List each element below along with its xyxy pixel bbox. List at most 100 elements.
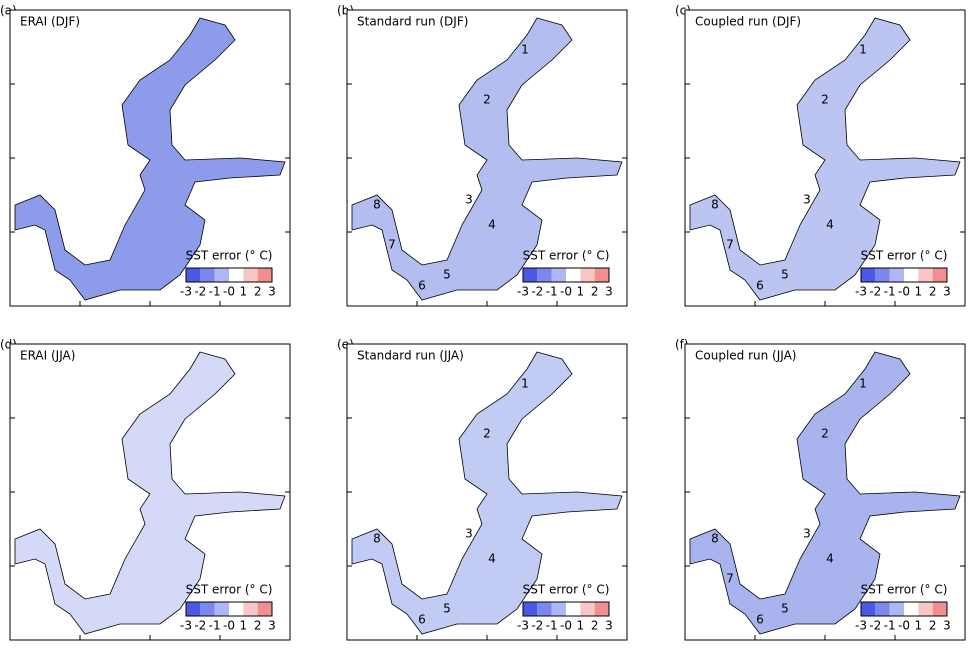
region-label: 6 — [756, 279, 764, 293]
colorbar-tick-label: 1 — [915, 285, 923, 299]
region-label: 6 — [418, 613, 426, 627]
colorbar-segment — [861, 602, 876, 616]
colorbar-tick-label: 3 — [943, 619, 951, 633]
colorbar-tick-label: 3 — [605, 285, 613, 299]
region-label: 3 — [465, 527, 473, 541]
colorbar-frame — [185, 601, 273, 617]
region-label: 3 — [803, 527, 811, 541]
colorbar-tick-label: -0 — [898, 285, 910, 299]
region-label: 2 — [483, 93, 491, 107]
colorbar-segment — [243, 602, 258, 616]
colorbar-segment — [904, 268, 919, 282]
colorbar-segment — [257, 268, 272, 282]
colorbar-frame — [860, 267, 948, 283]
colorbar-segment — [594, 268, 609, 282]
colorbar-tick-label: -3 — [180, 285, 192, 299]
region-label: 6 — [418, 279, 426, 293]
region-label: 5 — [443, 602, 451, 616]
colorbar-tick-label: -2 — [194, 285, 206, 299]
colorbar-tick-label: -0 — [223, 285, 235, 299]
region-label: 3 — [803, 193, 811, 207]
colorbar-tick-label: -1 — [546, 619, 558, 633]
colorbar-segment — [566, 602, 581, 616]
colorbar-segment — [257, 602, 272, 616]
colorbar-tick-label: 2 — [254, 285, 262, 299]
colorbar-segment — [523, 268, 538, 282]
region-label: 5 — [781, 602, 789, 616]
colorbar-segment — [523, 602, 538, 616]
colorbar-segment — [580, 268, 595, 282]
region-label: 3 — [465, 193, 473, 207]
region-label: 1 — [859, 377, 867, 391]
colorbar-tick-label: 3 — [268, 285, 276, 299]
colorbar-tick-label: 2 — [591, 285, 599, 299]
colorbar-segment — [186, 268, 201, 282]
panel: ERAI (JJA) SST error (° C) -3 -2 -1 -0 1 2 3 — [9, 343, 291, 641]
panel-title: Standard run (DJF) — [357, 15, 468, 29]
colorbar-tick-label: -2 — [531, 285, 543, 299]
region-label: 2 — [821, 93, 829, 107]
colorbar-frame — [185, 267, 273, 283]
colorbar-segment — [904, 602, 919, 616]
region-label: 1 — [859, 43, 867, 57]
colorbar-tick-label: -3 — [517, 619, 529, 633]
colorbar-segment — [229, 602, 244, 616]
region-label: 5 — [781, 268, 789, 282]
colorbar-tick-label: -0 — [223, 619, 235, 633]
colorbar-label: SST error (° C) — [861, 583, 948, 597]
panel: ERAI (DJF) SST error (° C) -3 -2 -1 -0 1 2 3 — [9, 9, 291, 307]
region-label: 7 — [388, 238, 396, 252]
colorbar-segment — [875, 602, 890, 616]
colorbar-tick-label: -3 — [855, 619, 867, 633]
colorbar-tick-label: -3 — [517, 285, 529, 299]
region-label: 4 — [488, 218, 496, 232]
colorbar-tick-label: -1 — [884, 619, 896, 633]
colorbar-segment — [229, 268, 244, 282]
colorbar-tick-label: -1 — [209, 285, 221, 299]
colorbar-tick-label: 1 — [577, 619, 585, 633]
region-label: 5 — [443, 268, 451, 282]
colorbar-tick-label: -2 — [531, 619, 543, 633]
colorbar-segment — [537, 602, 552, 616]
colorbar-segment — [861, 268, 876, 282]
colorbar-segment — [243, 268, 258, 282]
colorbar-segment — [594, 602, 609, 616]
colorbar-label: SST error (° C) — [861, 249, 948, 263]
colorbar-label: SST error (° C) — [523, 249, 610, 263]
region-label: 7 — [726, 572, 734, 586]
colorbar-segment — [932, 268, 947, 282]
colorbar-frame — [522, 267, 610, 283]
panel-title: Standard run (JJA) — [357, 349, 464, 363]
colorbar-tick-label: -1 — [884, 285, 896, 299]
colorbar-segment — [537, 268, 552, 282]
colorbar-tick-label: -0 — [560, 285, 572, 299]
colorbar-segment — [889, 268, 904, 282]
panel-title: ERAI (DJF) — [20, 15, 80, 29]
colorbar-tick-label: 2 — [591, 619, 599, 633]
colorbar-tick-label: 1 — [577, 285, 585, 299]
colorbar-tick-label: -0 — [560, 619, 572, 633]
region-label: 2 — [483, 427, 491, 441]
region-label: 2 — [821, 427, 829, 441]
colorbar-segment — [566, 268, 581, 282]
colorbar-segment — [889, 602, 904, 616]
panel-title: Coupled run (JJA) — [695, 349, 797, 363]
colorbar-segment — [186, 602, 201, 616]
region-label: 8 — [373, 198, 381, 212]
colorbar-segment — [918, 602, 933, 616]
colorbar-label: SST error (° C) — [523, 583, 610, 597]
colorbar-segment — [551, 268, 566, 282]
colorbar-label: SST error (° C) — [186, 583, 273, 597]
panel-title: Coupled run (DJF) — [695, 15, 801, 29]
panel-title: ERAI (JJA) — [20, 349, 75, 363]
region-label: 7 — [726, 238, 734, 252]
colorbar-segment — [875, 268, 890, 282]
colorbar-tick-label: -1 — [546, 285, 558, 299]
colorbar-tick-label: -3 — [855, 285, 867, 299]
colorbar-tick-label: 3 — [605, 619, 613, 633]
region-label: 4 — [826, 218, 834, 232]
